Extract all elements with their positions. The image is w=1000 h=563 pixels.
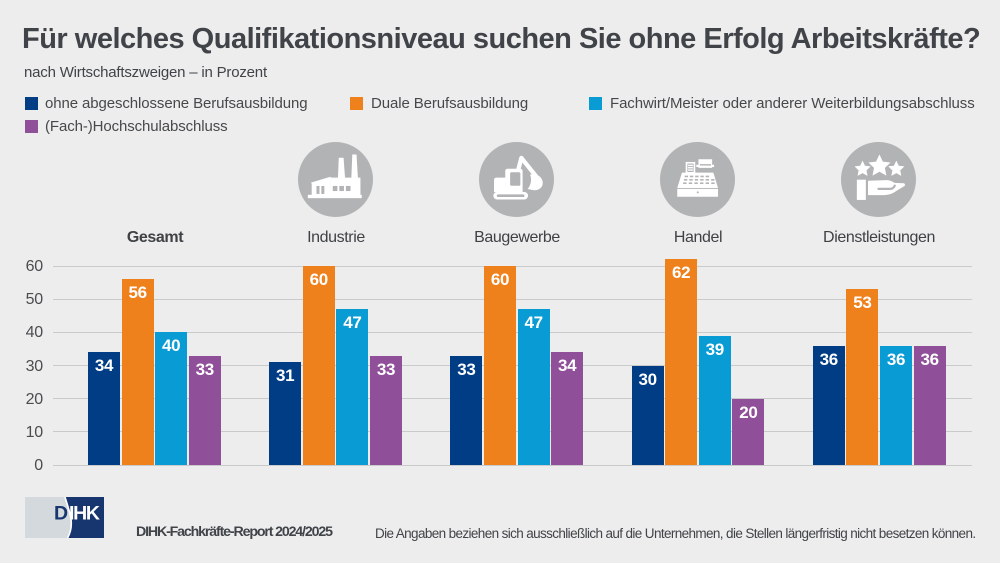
- svg-text:D: D: [54, 502, 68, 524]
- svg-text:IHK: IHK: [69, 502, 100, 524]
